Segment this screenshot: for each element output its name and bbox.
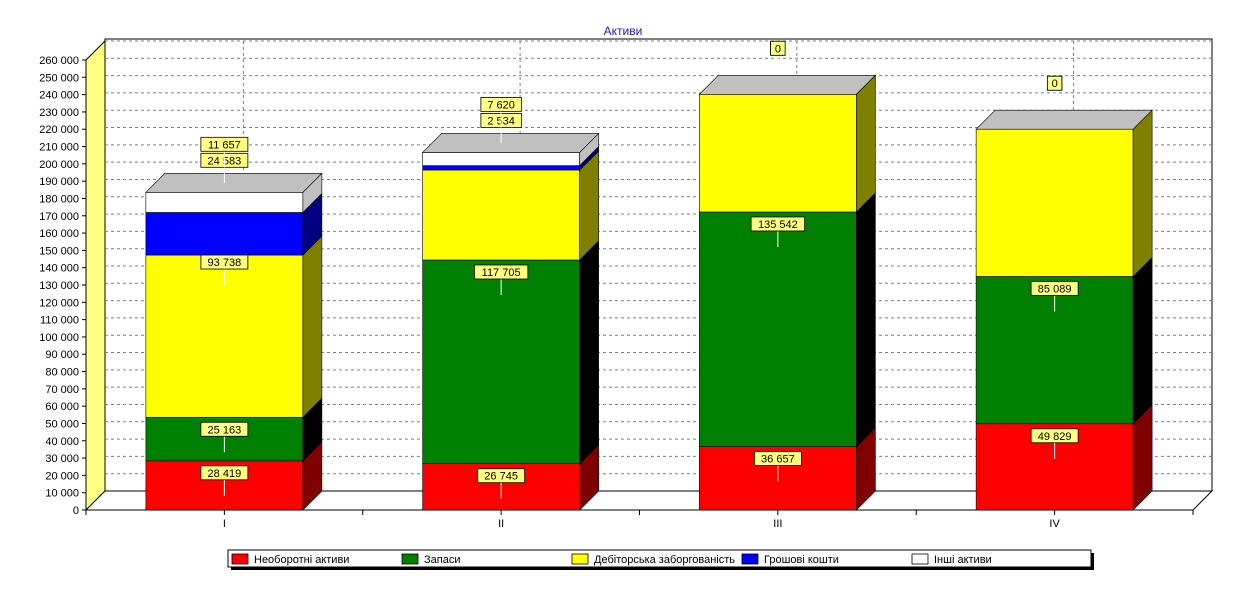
data-label: 117 705 (482, 267, 521, 279)
data-label-box (477, 468, 526, 484)
legend-swatch (571, 553, 589, 565)
data-label: 7 620 (487, 99, 515, 111)
data-label-box (1030, 281, 1079, 296)
legend: Необоротні активи Запаси Дебіторська забор… (227, 549, 1094, 570)
data-label: 26 745 (484, 471, 518, 483)
y-tick-label: 170 000 (39, 211, 79, 223)
bar-top (698, 74, 877, 95)
data-label: 85 089 (1038, 283, 1072, 295)
bar-top (145, 173, 323, 193)
x-tick-label: I (223, 518, 226, 530)
y-tick-label: 90 000 (45, 349, 79, 361)
y-tick-label: 250 000 (39, 72, 79, 84)
bar-segment (975, 128, 1134, 277)
bar-segment (422, 152, 580, 166)
y-tick-label: 230 000 (39, 107, 79, 119)
y-tick-label: 160 000 (39, 228, 79, 240)
legend-label: Дебіторська заборгованість (594, 554, 735, 566)
y-tick-label: 40 000 (45, 436, 79, 448)
data-label-box (200, 421, 249, 437)
data-label: 93 738 (208, 257, 242, 269)
y-tick-label: 120 000 (39, 297, 79, 309)
legend-swatch (231, 553, 249, 565)
y-tick-label: 140 000 (39, 263, 79, 275)
bar-top (421, 133, 600, 153)
data-label: 0 (1052, 78, 1058, 90)
y-tick-label: 180 000 (39, 193, 79, 205)
y-tick-label: 80 000 (45, 367, 79, 379)
legend-swatch (401, 553, 419, 565)
y-tick-label: 100 000 (39, 332, 79, 344)
legend-box (227, 549, 1092, 568)
bar-segment-side (1132, 256, 1153, 425)
y-tick-label: 210 000 (39, 142, 79, 154)
y-tick-label: 30 000 (45, 453, 79, 465)
y-tick-label: 190 000 (39, 176, 79, 188)
chart-title: Активи (604, 24, 643, 38)
x-tick-label: IV (1049, 518, 1060, 530)
data-label-box (753, 451, 802, 466)
bar-segment-side (302, 235, 323, 418)
bar-segment (145, 212, 304, 256)
y-tick-label: 50 000 (45, 418, 79, 430)
y-tick-label: 20 000 (45, 470, 79, 482)
data-label: 135 542 (758, 219, 798, 231)
data-label: 11 657 (208, 139, 241, 151)
data-label-box (200, 465, 249, 481)
bars (145, 74, 1153, 511)
data-label-box (480, 97, 522, 112)
y-tick-label: 220 000 (39, 124, 79, 136)
grid-lines (105, 40, 1212, 491)
y-tick-label: 240 000 (39, 90, 79, 102)
y-tick-label: 200 000 (39, 159, 79, 171)
data-label-box (770, 40, 786, 56)
y-tick-label: 260 000 (39, 55, 79, 67)
y-tick-label: 70 000 (45, 384, 79, 396)
x-axis: I II III IV (85, 509, 1194, 530)
legend-swatch (741, 553, 759, 565)
y-tick-label: 0 (73, 505, 79, 517)
legend-swatch (911, 553, 929, 565)
data-label-box (200, 136, 249, 152)
legend-label: Інші активи (934, 554, 992, 566)
data-label-box (1030, 428, 1079, 444)
data-label: 0 (775, 43, 781, 55)
data-label: 28 419 (208, 468, 242, 480)
data-label-box (473, 264, 529, 280)
legend-label: Необоротні активи (254, 554, 349, 566)
data-label: 36 657 (761, 454, 795, 466)
legend-label: Грошові кошти (764, 554, 839, 566)
bar-segment (699, 211, 857, 447)
legend-label: Запаси (424, 554, 460, 566)
y-tick-label: 60 000 (45, 401, 79, 413)
y-tick-label: 10 000 (45, 488, 79, 500)
data-label: 25 163 (208, 424, 242, 436)
side-wall (85, 39, 106, 512)
y-tick-label: 110 000 (40, 315, 79, 327)
bar-segment (422, 169, 580, 261)
bar-segment-side (1132, 109, 1153, 278)
bar-segment-side (579, 240, 599, 465)
y-tick-label: 130 000 (39, 280, 79, 292)
bar-segment (145, 192, 304, 213)
x-tick-label: II (498, 518, 504, 530)
y-tick-label: 150 000 (39, 245, 79, 257)
bar-segment (422, 165, 580, 171)
bar-top (975, 109, 1153, 130)
data-label-box (1046, 75, 1063, 91)
data-label-box (200, 254, 249, 270)
bar-segment-side (856, 192, 876, 448)
x-tick-label: III (773, 518, 782, 530)
bar-segment-side (856, 74, 876, 213)
data-label-box (750, 216, 806, 232)
data-label: 49 829 (1038, 431, 1072, 443)
bar-segment (699, 93, 857, 213)
y-axis: 0 10 000 20 000 30 000 40 000 50 000 60 000 70 … (39, 55, 87, 517)
